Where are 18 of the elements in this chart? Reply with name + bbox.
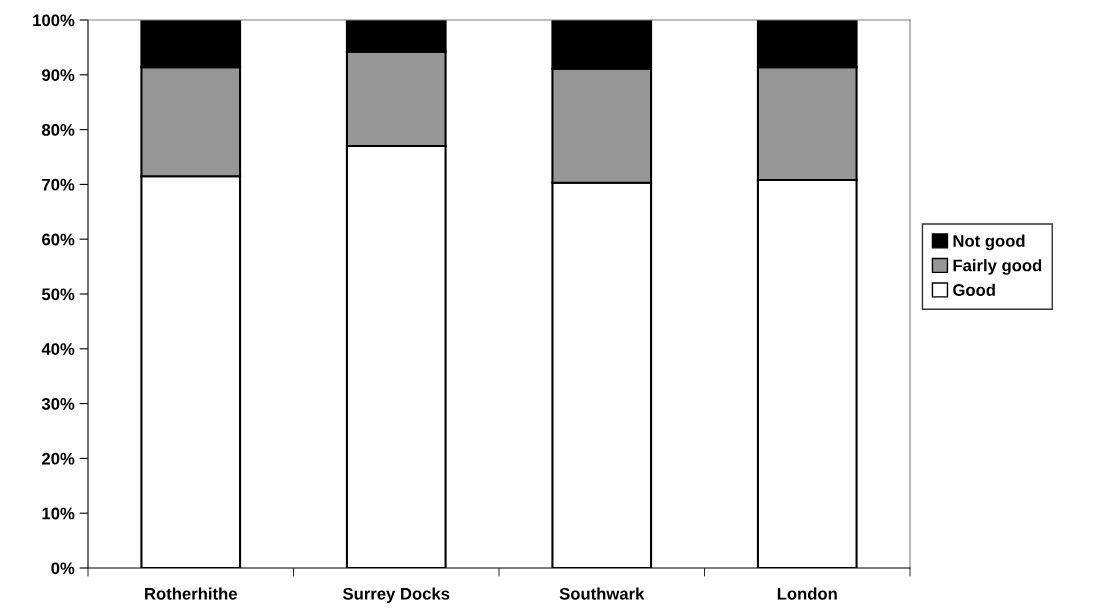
y-tick-label: 10%: [42, 507, 75, 520]
x-tick-label: Southwark: [559, 587, 645, 600]
y-tick-label: 20%: [42, 452, 75, 465]
y-tick-label: 90%: [42, 69, 75, 81]
y-tick-label: 0%: [51, 562, 75, 575]
y-tick-label: 40%: [41, 343, 75, 355]
x-tick-label: Rotherhithe: [145, 587, 237, 600]
y-tick-label: 30%: [41, 398, 75, 410]
y-tick-label: 80%: [41, 124, 75, 136]
legend-label: Not good: [953, 234, 1025, 251]
legend-label: Good: [953, 283, 995, 296]
y-tick-label: 70%: [42, 178, 75, 191]
y-tick-label: 60%: [42, 233, 75, 246]
y-tick-label: 50%: [41, 288, 75, 301]
legend-label: Fairly good: [953, 259, 1042, 275]
y-tick-label: 100%: [33, 14, 75, 27]
x-tick-label: Surrey Docks: [343, 587, 450, 603]
x-tick-label: London: [777, 587, 837, 600]
